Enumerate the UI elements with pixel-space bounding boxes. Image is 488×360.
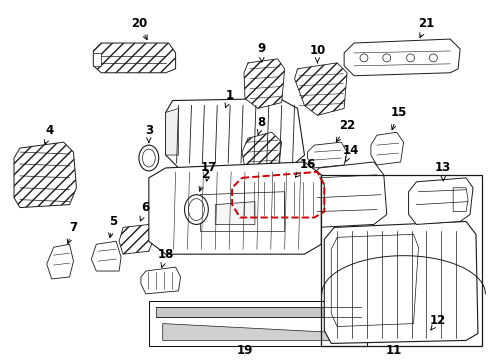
Text: 1: 1 xyxy=(224,89,234,108)
Text: 18: 18 xyxy=(157,248,174,267)
Polygon shape xyxy=(165,99,304,168)
Polygon shape xyxy=(119,224,152,254)
Polygon shape xyxy=(163,324,353,341)
Polygon shape xyxy=(148,162,321,254)
Text: 16: 16 xyxy=(295,158,315,177)
Text: 11: 11 xyxy=(385,344,401,357)
Text: 9: 9 xyxy=(257,42,265,62)
Polygon shape xyxy=(307,142,346,168)
Text: 12: 12 xyxy=(429,314,446,330)
Polygon shape xyxy=(215,202,254,224)
Text: 10: 10 xyxy=(308,44,325,63)
Polygon shape xyxy=(156,307,360,317)
Text: 3: 3 xyxy=(144,124,153,143)
Text: 4: 4 xyxy=(44,124,54,144)
Text: 20: 20 xyxy=(130,17,147,40)
Polygon shape xyxy=(242,132,281,178)
Text: 6: 6 xyxy=(140,201,150,221)
Polygon shape xyxy=(307,162,386,228)
Polygon shape xyxy=(93,43,175,73)
Polygon shape xyxy=(195,185,215,192)
Text: 22: 22 xyxy=(336,119,354,142)
Polygon shape xyxy=(165,108,178,155)
Text: 2: 2 xyxy=(199,168,209,191)
Text: 5: 5 xyxy=(108,215,117,238)
Polygon shape xyxy=(244,59,284,108)
Polygon shape xyxy=(47,244,73,279)
Bar xyxy=(321,175,481,346)
Polygon shape xyxy=(294,63,346,116)
Polygon shape xyxy=(408,178,472,224)
Text: 13: 13 xyxy=(434,161,450,181)
Polygon shape xyxy=(91,241,121,271)
Polygon shape xyxy=(324,221,477,343)
Text: 21: 21 xyxy=(417,17,434,37)
Text: 19: 19 xyxy=(236,344,253,357)
Polygon shape xyxy=(141,267,180,294)
Text: 17: 17 xyxy=(200,161,216,181)
Polygon shape xyxy=(232,172,324,217)
Polygon shape xyxy=(14,142,76,208)
Text: 15: 15 xyxy=(389,106,406,130)
Ellipse shape xyxy=(184,195,208,224)
Text: 14: 14 xyxy=(342,144,359,162)
Polygon shape xyxy=(93,53,101,66)
Polygon shape xyxy=(370,132,403,165)
Polygon shape xyxy=(344,39,459,76)
Bar xyxy=(148,301,366,346)
Text: 8: 8 xyxy=(257,116,265,135)
Text: 7: 7 xyxy=(67,221,78,244)
